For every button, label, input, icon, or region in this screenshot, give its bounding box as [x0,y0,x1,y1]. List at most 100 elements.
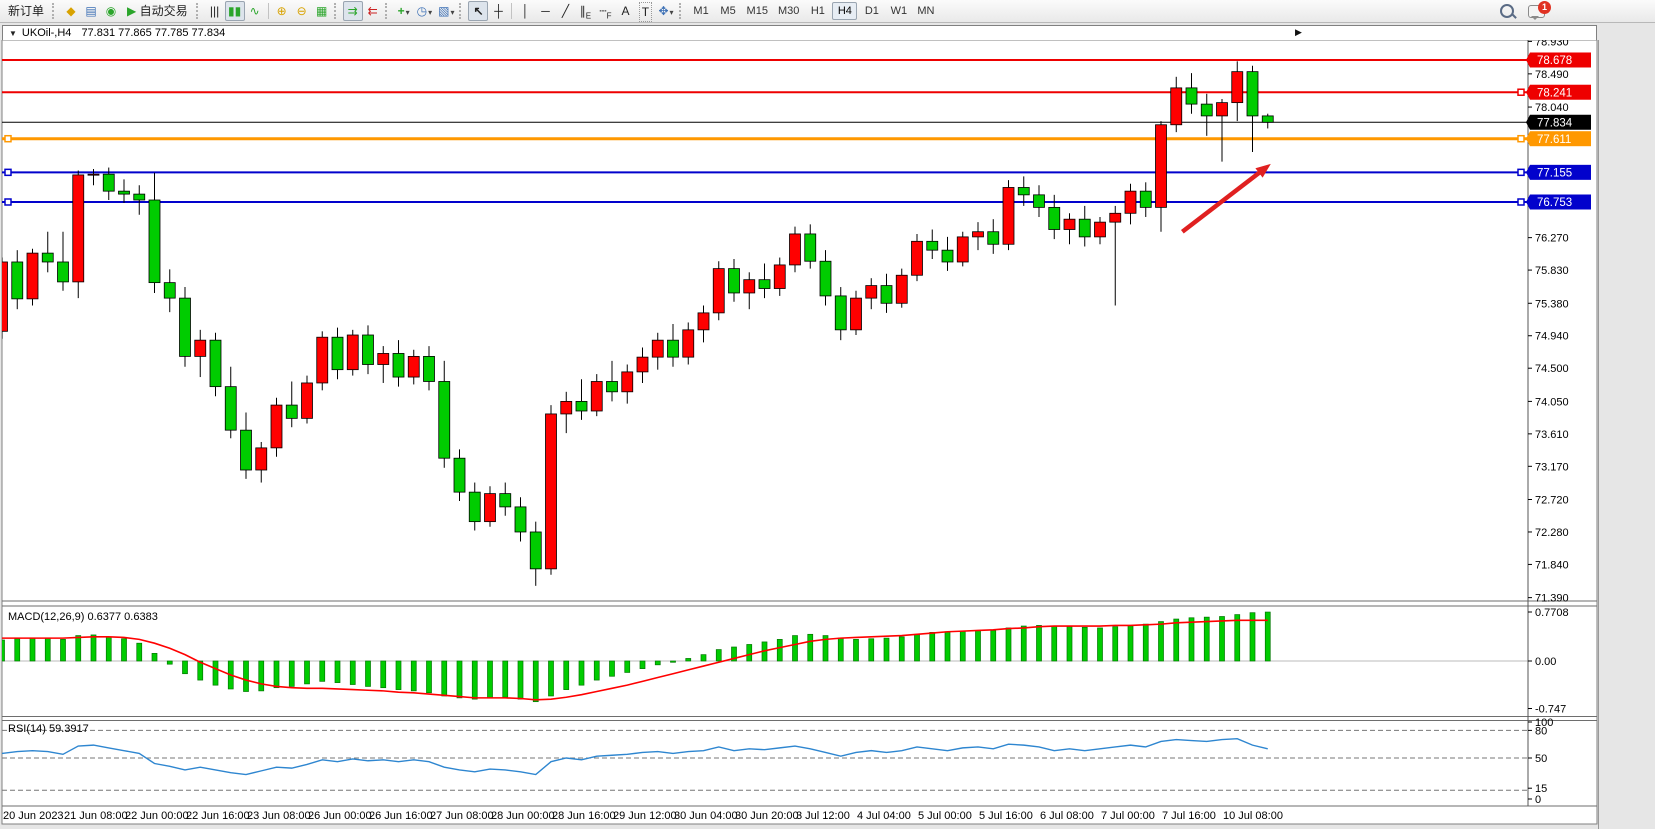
macd-histogram-bar [258,660,265,692]
toolbar-grip[interactable] [384,3,392,19]
timeframe-mn-button[interactable]: MN [913,2,938,20]
periods-clock-icon: ◷ [416,4,428,18]
line-chart-icon: ∿ [249,4,260,18]
navigator-button[interactable]: ▤ [81,1,101,21]
macd-histogram-bar [136,642,143,662]
line-handle[interactable] [1517,134,1525,143]
price-axis-tick-label: 73.610 [1535,429,1569,441]
zoom-out-button[interactable]: ⊖ [292,1,312,21]
timeframe-m1-button[interactable]: M1 [689,2,714,20]
fibonacci-button[interactable]: ┄F [595,1,615,21]
timeframe-h4-button[interactable]: H4 [832,2,858,20]
time-axis-label: 5 Jul 16:00 [979,810,1033,822]
notification-badge[interactable]: 1 [1538,1,1551,14]
candle-body [1048,206,1061,230]
timeframe-m15-button[interactable]: M15 [743,2,772,20]
line-handle[interactable] [4,198,12,206]
line-handle[interactable] [4,134,12,143]
candle-body [575,400,588,412]
cursor-button[interactable]: ↖ [468,1,489,21]
macd-histogram-bar [365,660,371,687]
candle-body [560,400,573,415]
broadcast-button[interactable]: ◉ [101,1,121,21]
templates-button[interactable]: ▧▾ [435,1,457,21]
tile-windows-button[interactable]: ▦ [312,1,332,21]
add-indicator-icon: + [397,4,405,18]
macd-histogram-bar [1127,625,1134,662]
time-axis-label: 30 Jun 04:00 [674,810,738,822]
zoom-in-button[interactable]: ⊕ [272,1,292,21]
new-order-button[interactable]: 新订单 [2,1,50,21]
price-axis-tick-label: 78.040 [1535,102,1569,114]
macd-histogram-bar [212,660,219,686]
channel-button[interactable]: ∥E [575,1,595,21]
candle-body [72,174,85,283]
line-handle[interactable] [1517,88,1525,96]
toolbar-grip[interactable] [52,3,59,19]
macd-histogram-bar [44,637,51,662]
candle-chart-button[interactable]: ▮▮ [224,1,245,21]
timeframe-m5-button[interactable]: M5 [716,2,741,20]
price-tag-76.753: 76.753 [1526,194,1591,210]
auto-trading-button[interactable]: ▶ 自动交易 [121,1,194,21]
line-chart-button[interactable]: ∿ [245,1,265,21]
cursor-icon: ↖ [473,4,484,18]
macd-histogram-bar [75,635,82,662]
search-icon[interactable] [1500,4,1514,18]
bar-chart-button[interactable]: ||| [205,1,225,21]
auto-scroll-button[interactable]: ⇉ [342,1,363,21]
candle-body [1033,194,1045,208]
toolbar-grip[interactable] [678,3,686,19]
line-handle[interactable] [1517,198,1525,206]
text-label-button[interactable]: T [635,1,655,22]
price-tag-value: 78.241 [1537,87,1572,99]
horizontal-line-icon: ─ [541,4,550,18]
candle-body [163,282,176,299]
candle-body [1063,218,1076,230]
chart-shift-button[interactable]: ⇇ [363,1,383,21]
price-axis-tick-label: 74.940 [1535,331,1569,343]
candle-body [789,233,801,266]
candle-body [956,236,969,263]
add-indicator-button[interactable]: +▾ [394,1,414,21]
crosshair-button[interactable]: ┼ [488,1,508,21]
macd-histogram-bar [1020,625,1027,662]
line-handle[interactable] [1517,168,1525,177]
timeframe-w1-button[interactable]: W1 [886,2,911,20]
price-axis-tick-label: 71.390 [1535,593,1569,605]
dropdown-icon: ▾ [428,8,433,17]
collapse-icon[interactable]: ▼ [9,28,17,38]
rsi-pane-label: RSI(14) 59.3917 [8,723,89,735]
shapes-button[interactable]: ✥▾ [655,1,676,21]
candle-body [377,353,390,365]
timeframe-d1-button[interactable]: D1 [859,2,884,20]
candle-body [1200,103,1213,117]
macd-histogram-bar [1142,623,1149,662]
macd-axis-label: -0.747 [1535,703,1566,715]
price-tag-bg [1530,84,1591,100]
periods-button[interactable]: ◷▾ [414,1,436,21]
candle-body [712,268,725,314]
macd-pane [2,611,1528,703]
candle-body [285,404,298,419]
macd-histogram-bar [243,660,249,692]
trend-line-button[interactable]: ╱ [555,1,575,21]
macd-histogram-bar [1066,626,1073,662]
horizontal-line-button[interactable]: ─ [535,1,555,21]
candle-body [667,339,679,358]
timeframe-m30-button[interactable]: M30 [774,2,803,20]
candle-body [1246,71,1259,117]
toolbar-grip[interactable] [333,3,341,19]
macd-histogram-bar [1051,625,1058,662]
vertical-line-button[interactable]: │ [515,1,535,21]
chart-canvas[interactable]: MACD(12,26,9) 0.6377 0.6383 RSI(14) 59.39… [0,40,1655,829]
toolbar-grip[interactable] [459,3,466,19]
timeframe-h1-button[interactable]: H1 [805,2,830,20]
trend-arrow-annotation[interactable] [1180,163,1271,234]
market-watch-button[interactable]: ◆ [61,1,81,21]
text-button[interactable]: A [615,1,635,21]
toolbar-grip[interactable] [195,3,203,19]
price-tag-78.678: 78.678 [1526,52,1591,68]
line-handle[interactable] [4,168,12,177]
macd-histogram-bar [822,635,829,662]
